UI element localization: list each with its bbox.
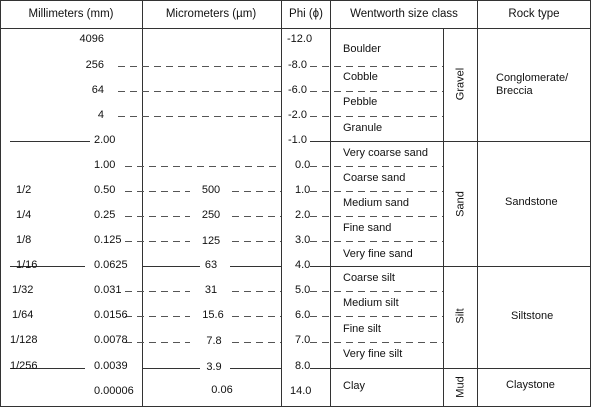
mm-value: 0.00006	[94, 385, 134, 397]
phi-value: 5.0	[295, 284, 311, 296]
size-class-label: Fine sand	[343, 222, 392, 234]
phi-value: 7.0	[295, 334, 311, 346]
size-class-label: Very fine silt	[343, 348, 403, 360]
fraction-value: 1/16	[16, 259, 38, 271]
size-class-label: Granule	[343, 122, 383, 134]
fraction-value: 1/4	[16, 209, 32, 221]
um-value: 125	[201, 235, 221, 247]
mm-value: 64	[91, 84, 104, 96]
rock-type-siltstone: Siltstone	[511, 310, 554, 322]
um-value: 31	[204, 284, 218, 296]
fraction-value: 1/128	[10, 334, 38, 346]
fraction-value: 1/256	[10, 360, 38, 372]
mm-value: 0.50	[94, 184, 116, 196]
size-class-label: Very fine sand	[343, 248, 413, 260]
um-value: 500	[201, 184, 221, 196]
mm-value: 0.0078	[94, 334, 128, 346]
rock-type-claystone: Claystone	[506, 379, 555, 391]
phi-value: 8.0	[295, 360, 311, 372]
phi-value: -2.0	[288, 109, 307, 121]
fraction-value: 1/64	[12, 309, 34, 321]
header-micrometers: Micrometers (µm)	[165, 8, 257, 20]
phi-value: 1.0	[295, 184, 311, 196]
rock-type-sandstone: Sandstone	[505, 196, 558, 208]
size-class-label: Pebble	[343, 96, 378, 108]
group-label-gravel: Gravel	[454, 67, 467, 101]
size-class-label: Medium silt	[343, 297, 399, 309]
phi-value: -12.0	[287, 33, 313, 45]
size-class-label: Coarse sand	[343, 172, 406, 184]
rock-type-conglomerate: Conglomerate/ Breccia	[496, 72, 569, 97]
mm-value: 0.0039	[94, 360, 128, 372]
size-class-label: Coarse silt	[343, 272, 395, 284]
header-millimeters: Millimeters (mm)	[28, 8, 114, 20]
mm-value: 4096	[79, 33, 104, 45]
mm-value: 0.125	[94, 234, 122, 246]
header-wentworth: Wentworth size class	[350, 8, 458, 20]
phi-value: 0.0	[295, 159, 311, 171]
phi-value: 4.0	[295, 259, 311, 271]
um-value: 250	[201, 209, 221, 221]
phi-value: 3.0	[295, 234, 311, 246]
fraction-value: 1/8	[16, 234, 32, 246]
group-label-silt: Silt	[454, 308, 467, 324]
size-class-label: Medium sand	[343, 197, 410, 209]
size-class-label: Very coarse sand	[343, 147, 428, 159]
um-value: 3.9	[206, 361, 222, 373]
header-rock-type: Rock type	[508, 8, 560, 20]
fraction-value: 1/2	[16, 184, 32, 196]
phi-value: 14.0	[290, 385, 312, 397]
um-value: 15.6	[202, 309, 224, 321]
phi-value: -1.0	[288, 134, 307, 146]
mm-value: 0.0156	[94, 309, 128, 321]
um-value: 7.8	[206, 335, 222, 347]
fraction-value: 1/32	[12, 284, 34, 296]
mm-value: 0.031	[94, 284, 122, 296]
mm-value: 4	[97, 109, 104, 121]
group-label-mud: Mud	[454, 376, 467, 398]
mm-value: 2.00	[94, 134, 116, 146]
um-value: 0.06	[211, 384, 233, 396]
mm-value: 0.25	[94, 209, 116, 221]
phi-value: -8.0	[288, 59, 307, 71]
size-class-label: Fine silt	[343, 323, 381, 335]
size-class-label: Cobble	[343, 71, 378, 83]
mm-value: 256	[85, 59, 104, 71]
phi-value: 6.0	[295, 309, 311, 321]
size-class-label: Clay	[343, 380, 366, 392]
header-phi: Phi (ϕ)	[289, 8, 323, 20]
size-class-label: Boulder	[343, 43, 381, 55]
mm-value: 1.00	[94, 159, 116, 171]
mm-value: 0.0625	[94, 259, 128, 271]
phi-value: 2.0	[295, 209, 311, 221]
phi-value: -6.0	[288, 84, 307, 96]
group-label-sand: Sand	[454, 191, 467, 217]
um-value: 63	[204, 259, 218, 271]
